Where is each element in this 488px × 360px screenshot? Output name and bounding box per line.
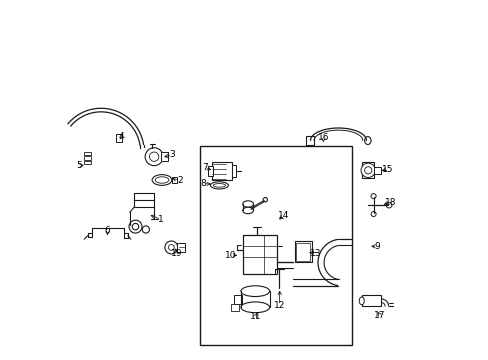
- Bar: [207, 166, 212, 176]
- Ellipse shape: [210, 182, 228, 189]
- Text: 14: 14: [278, 211, 289, 220]
- Circle shape: [370, 212, 375, 217]
- Bar: [234, 295, 241, 304]
- Ellipse shape: [213, 184, 225, 187]
- Text: 7: 7: [202, 163, 207, 172]
- Ellipse shape: [155, 177, 168, 183]
- Text: 17: 17: [373, 311, 385, 320]
- Text: 3: 3: [169, 150, 175, 159]
- Circle shape: [142, 226, 149, 233]
- Bar: [84, 156, 90, 159]
- Ellipse shape: [241, 286, 269, 297]
- Ellipse shape: [364, 136, 370, 144]
- Circle shape: [370, 194, 375, 199]
- Ellipse shape: [152, 175, 171, 185]
- Text: 6: 6: [104, 226, 110, 235]
- Bar: [373, 167, 380, 174]
- Text: 1: 1: [158, 215, 164, 224]
- Circle shape: [164, 241, 178, 254]
- Circle shape: [168, 244, 174, 250]
- Circle shape: [386, 202, 391, 208]
- Bar: [231, 165, 236, 177]
- Text: 16: 16: [317, 133, 328, 142]
- Bar: [230, 305, 238, 311]
- Bar: [84, 152, 90, 155]
- Text: 9: 9: [373, 242, 379, 251]
- Text: 2: 2: [177, 176, 183, 185]
- Text: 12: 12: [273, 301, 285, 310]
- Bar: [116, 134, 122, 141]
- Circle shape: [129, 220, 142, 233]
- Ellipse shape: [359, 297, 364, 305]
- Text: 4: 4: [119, 132, 124, 141]
- Circle shape: [145, 148, 163, 166]
- Text: 11: 11: [249, 312, 261, 321]
- Ellipse shape: [242, 201, 253, 207]
- Circle shape: [149, 152, 159, 161]
- Bar: [296, 243, 309, 261]
- Bar: [294, 241, 311, 262]
- Bar: [305, 136, 313, 145]
- Text: 5: 5: [77, 161, 82, 170]
- Circle shape: [263, 198, 267, 202]
- Bar: [212, 162, 231, 180]
- Text: 8: 8: [200, 179, 206, 188]
- Text: 10: 10: [224, 251, 236, 260]
- Ellipse shape: [241, 302, 269, 313]
- Bar: [134, 193, 154, 207]
- Text: 13: 13: [309, 249, 321, 258]
- Ellipse shape: [242, 207, 253, 214]
- Text: 18: 18: [384, 198, 395, 207]
- Bar: [84, 161, 90, 164]
- Bar: [171, 177, 177, 183]
- Bar: [361, 162, 373, 178]
- Text: 15: 15: [382, 165, 393, 174]
- Bar: [361, 296, 381, 306]
- Circle shape: [360, 163, 375, 177]
- Bar: [177, 243, 185, 252]
- Bar: [199, 146, 351, 345]
- Circle shape: [132, 224, 139, 230]
- Bar: [243, 235, 277, 274]
- Text: 19: 19: [170, 249, 182, 258]
- Bar: [160, 152, 168, 161]
- Circle shape: [364, 167, 371, 174]
